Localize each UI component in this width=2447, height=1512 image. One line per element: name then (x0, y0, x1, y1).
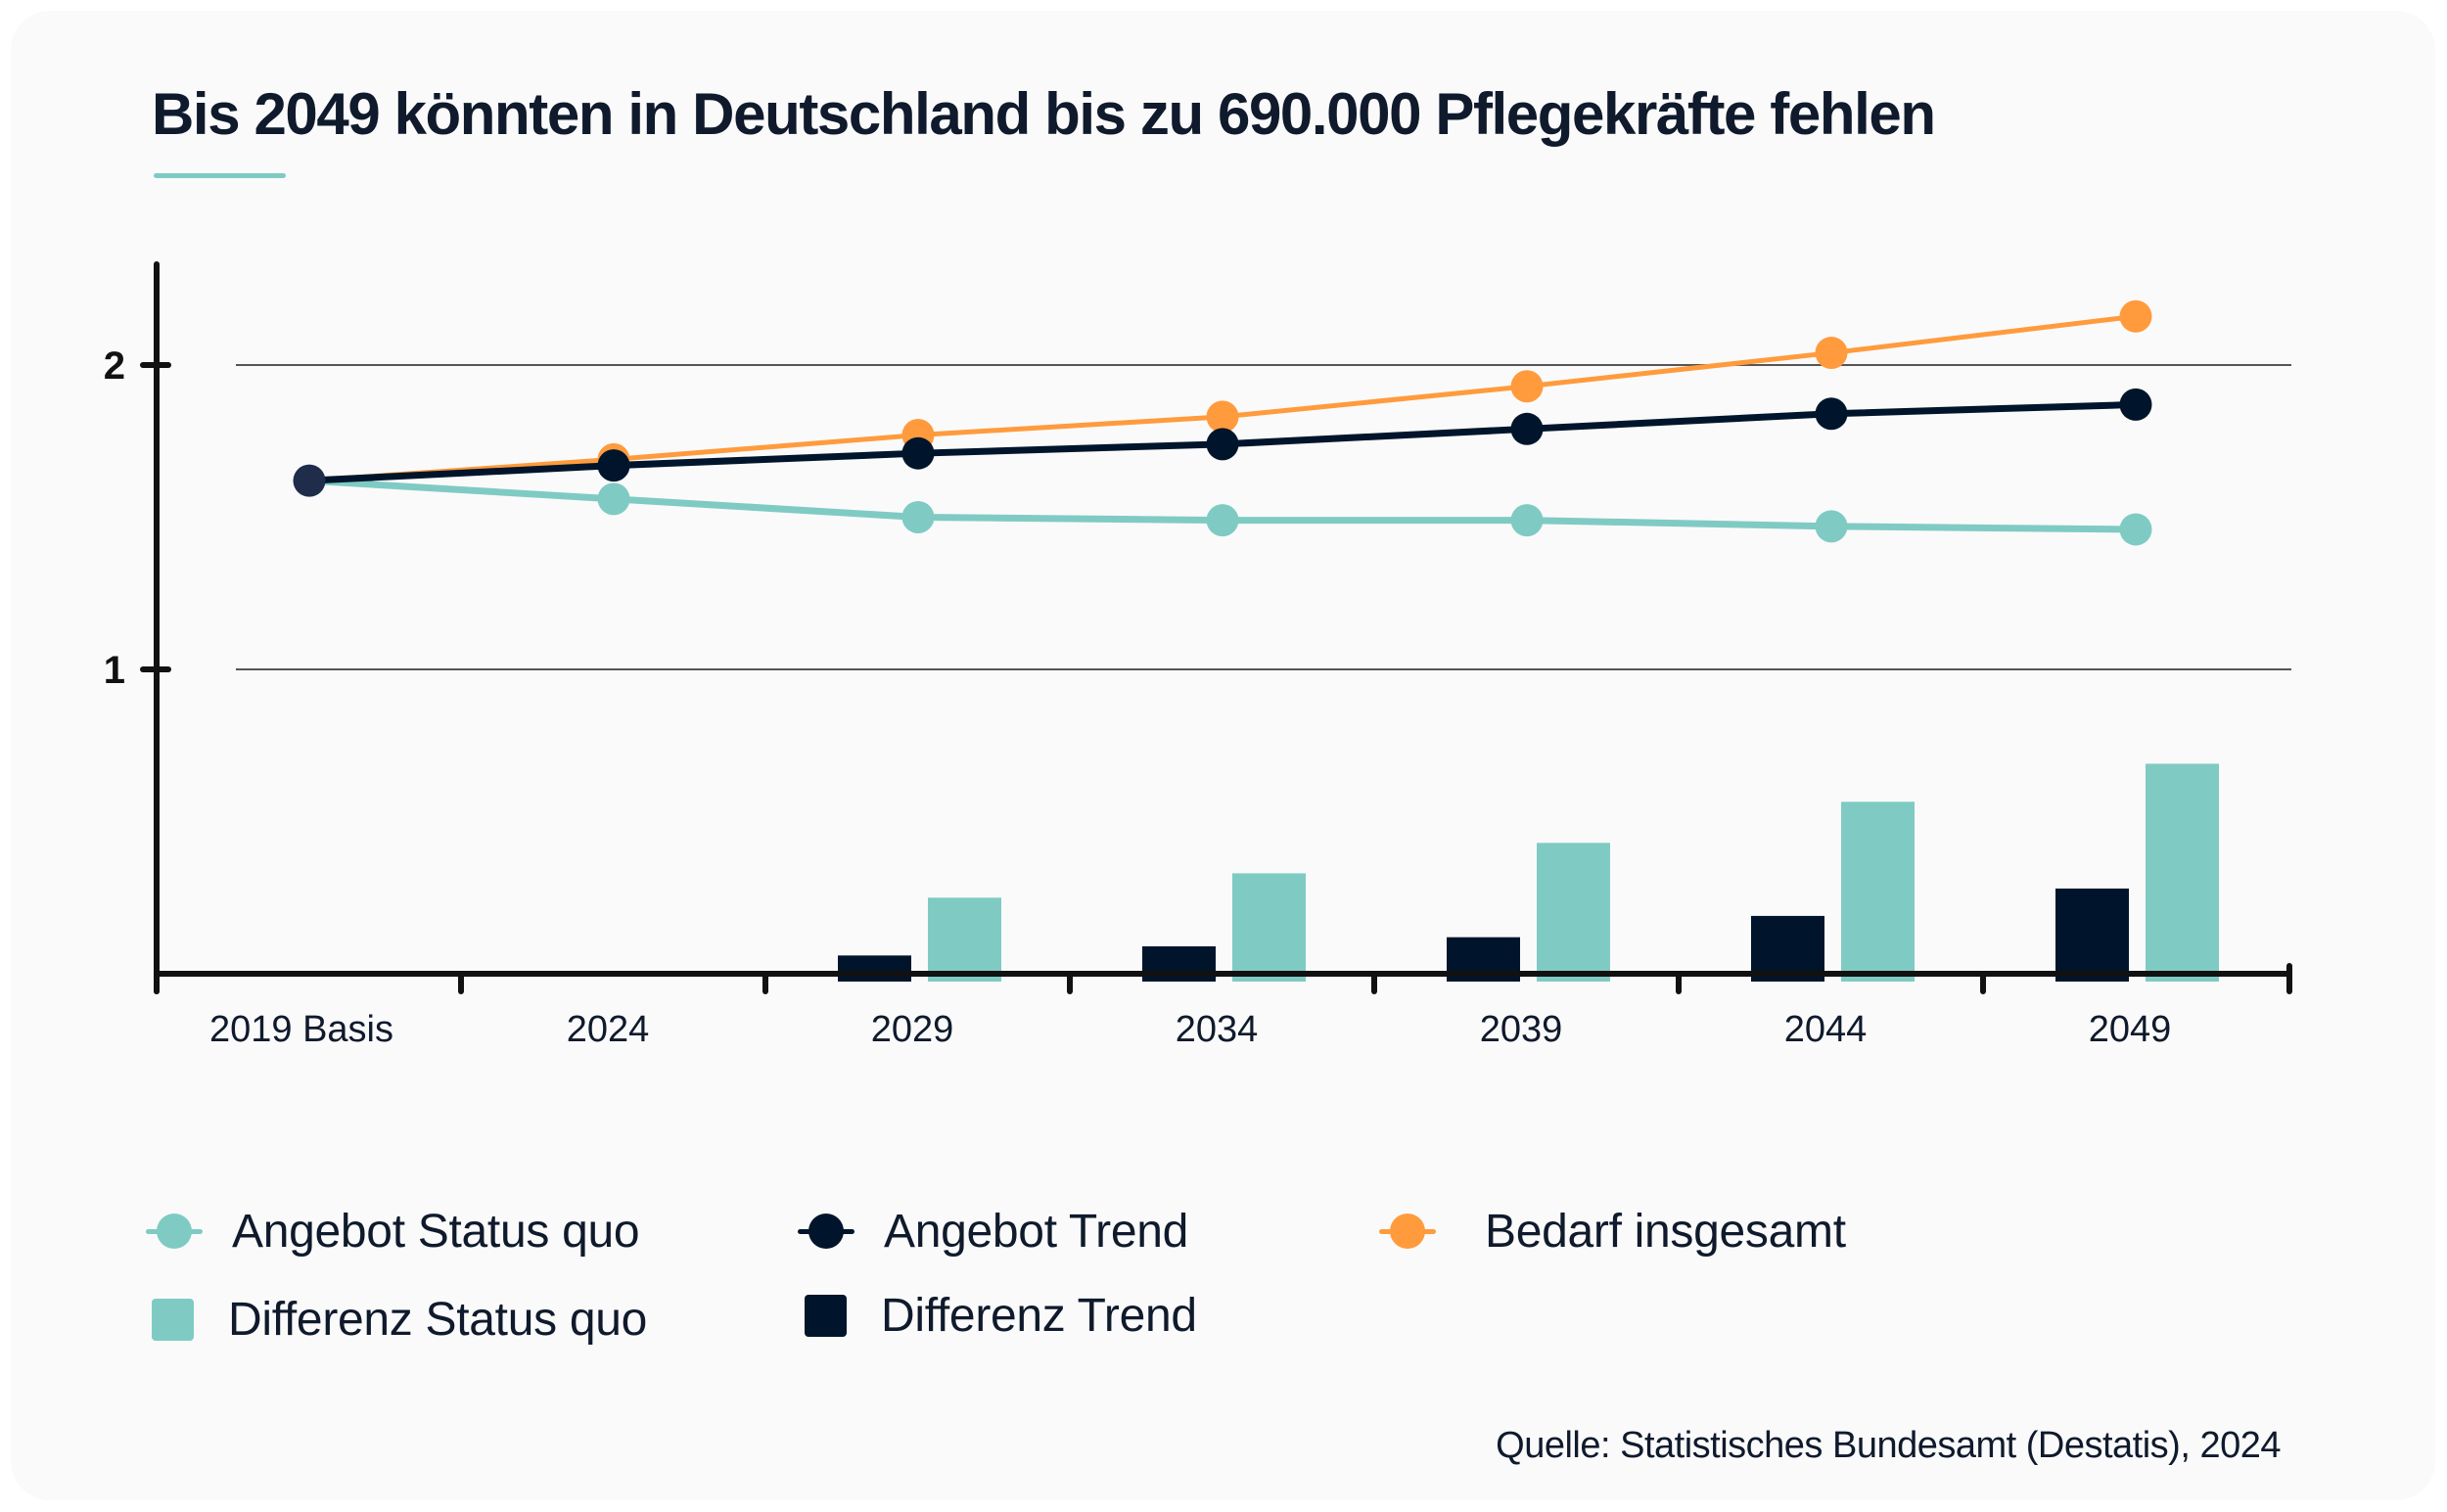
axes (140, 261, 2292, 994)
bar-differenz-status-quo (928, 897, 1001, 982)
chart-title: Bis 2049 könnten in Deutschland bis zu 6… (152, 81, 1936, 147)
point-angebot-status-quo (1510, 504, 1544, 537)
gridlines (236, 364, 2291, 670)
title-underline (154, 173, 286, 178)
point-angebot-trend (597, 449, 630, 482)
line-marker-icon (798, 1214, 854, 1249)
x-tick-label: 2039 (1480, 1009, 1563, 1050)
x-tick-label: 2019 Basis (209, 1009, 393, 1050)
bar-differenz-trend (838, 955, 911, 982)
y-tick-label: 1 (104, 649, 125, 692)
point-angebot-trend (1510, 412, 1544, 445)
legend-label: Angebot Trend (884, 1205, 1189, 1258)
bar-differenz-status-quo (1841, 802, 1915, 982)
y-tick-label: 2 (104, 344, 125, 388)
legend-item-bedarf-insgesamt[interactable]: Bedarf insgesamt (1379, 1202, 1846, 1260)
point-basis (293, 464, 326, 497)
point-angebot-trend (1206, 428, 1239, 461)
legend-item-angebot-status-quo[interactable]: Angebot Status quo (146, 1202, 640, 1260)
point-bedarf-insgesamt (1510, 370, 1544, 403)
point-angebot-trend (1815, 397, 1848, 431)
x-tick-label: 2034 (1176, 1009, 1259, 1050)
legend-label: Angebot Status quo (232, 1205, 640, 1258)
point-angebot-status-quo (597, 482, 630, 516)
x-tick-label: 2049 (2089, 1009, 2172, 1050)
legend-label: Bedarf insgesamt (1485, 1205, 1846, 1258)
legend-item-differenz-trend[interactable]: Differenz Trend (799, 1286, 1197, 1345)
source-note: Quelle: Statistisches Bundesamt (Destati… (1496, 1425, 2281, 1466)
chart-card (11, 11, 2435, 1500)
line-marker-icon (146, 1214, 203, 1249)
point-angebot-status-quo (901, 501, 935, 533)
bar-differenz-trend (1751, 915, 1824, 982)
legend-label: Differenz Trend (881, 1289, 1197, 1342)
bar-differenz-status-quo (2146, 763, 2219, 982)
line-marker-icon (1379, 1214, 1436, 1249)
point-angebot-trend (2119, 388, 2152, 421)
point-angebot-trend (901, 436, 935, 470)
point-angebot-status-quo (1815, 510, 1848, 543)
point-angebot-status-quo (2119, 513, 2152, 546)
point-bedarf-insgesamt (1206, 400, 1239, 434)
lines (293, 299, 2152, 546)
bar-differenz-status-quo (1537, 843, 1610, 982)
bar-differenz-status-quo (1232, 873, 1306, 982)
point-angebot-status-quo (1206, 504, 1239, 537)
square-marker-icon (152, 1298, 194, 1341)
x-tick-label: 2044 (1784, 1009, 1868, 1050)
legend-item-differenz-status-quo[interactable]: Differenz Status quo (146, 1290, 647, 1349)
legend-label: Differenz Status quo (228, 1293, 648, 1346)
bars (838, 763, 2219, 982)
tick-labels: 1 2 2019 Basis 2024 2029 2034 2039 2044 2049 (104, 344, 2172, 1050)
x-tick-label: 2024 (567, 1009, 650, 1050)
legend-item-angebot-trend[interactable]: Angebot Trend (798, 1202, 1188, 1260)
square-marker-icon (805, 1294, 847, 1337)
point-bedarf-insgesamt (1815, 337, 1848, 370)
x-tick-label: 2029 (871, 1009, 954, 1050)
point-bedarf-insgesamt (2119, 299, 2152, 333)
bar-differenz-trend (2055, 888, 2129, 982)
